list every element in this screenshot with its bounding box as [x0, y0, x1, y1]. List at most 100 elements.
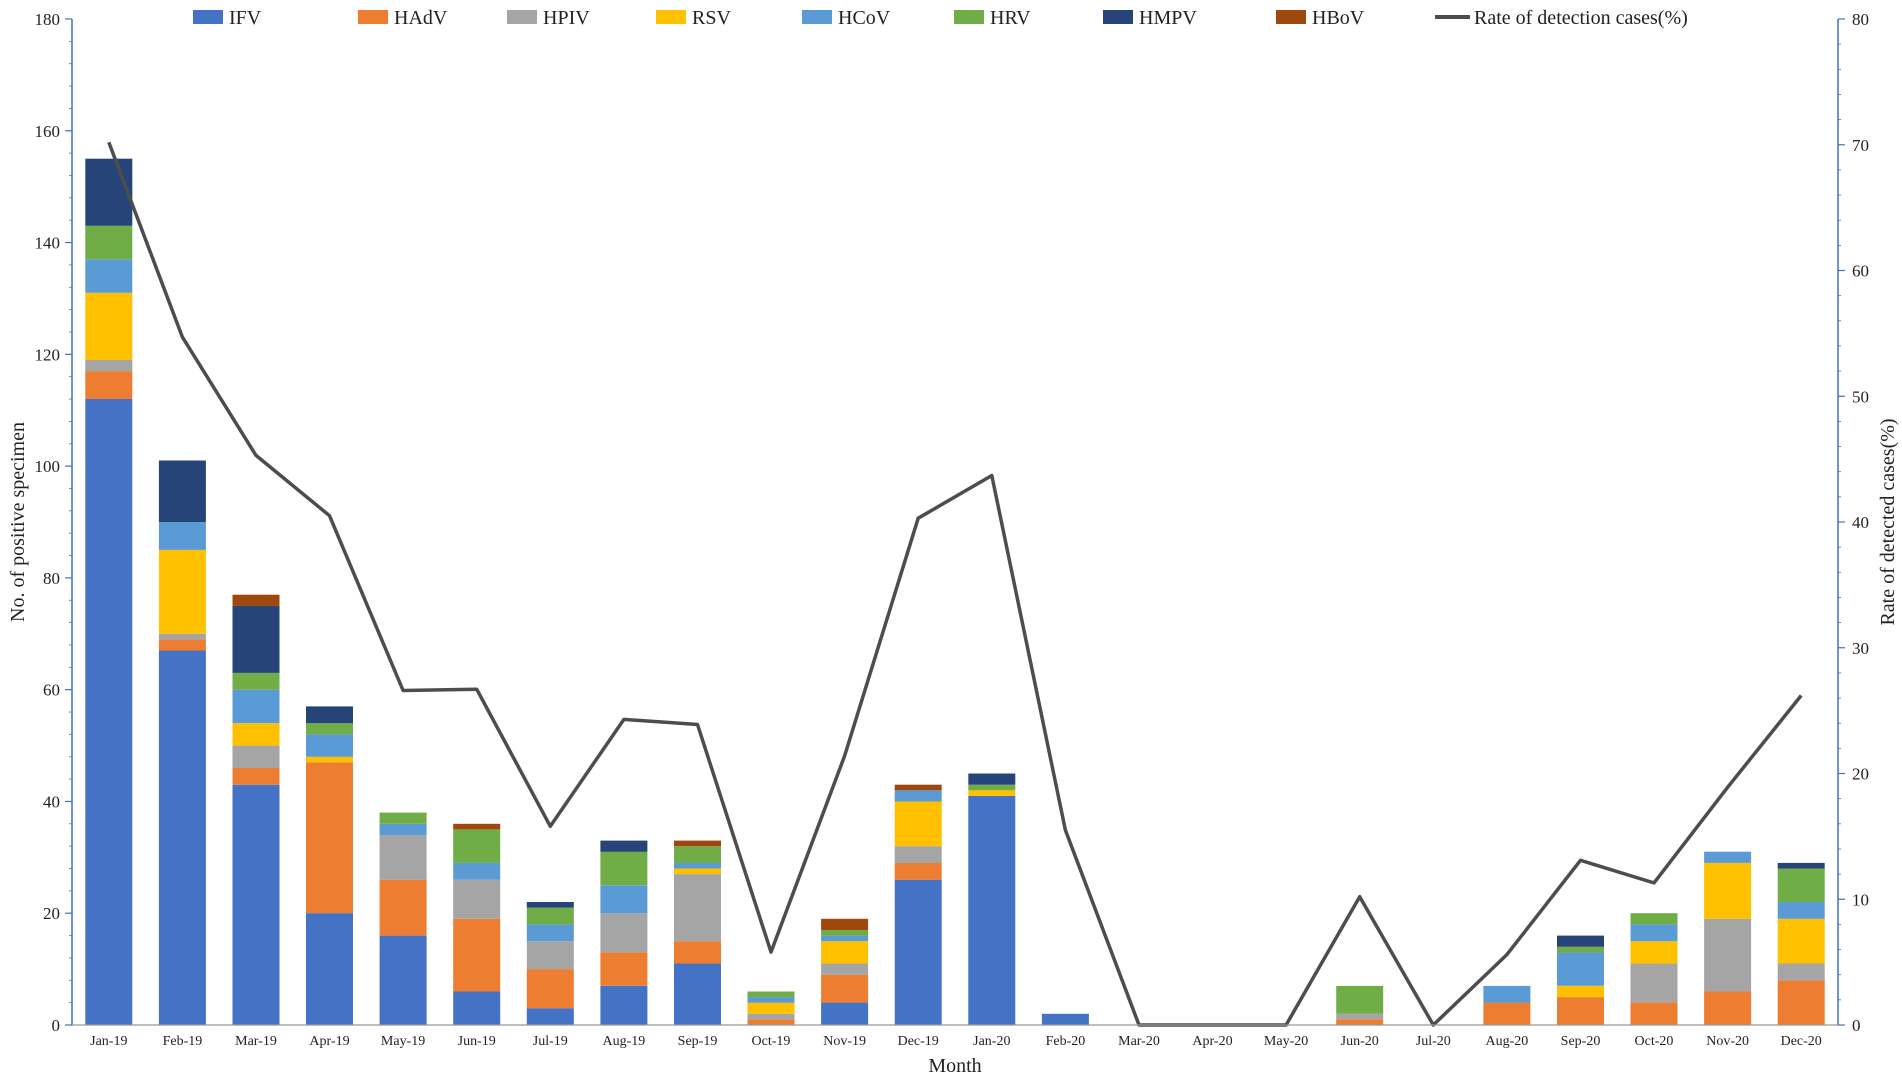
- y2-tick-label: 10: [1852, 890, 1869, 909]
- bar-ifv-aug-19: [600, 985, 648, 1025]
- bar-hcov-mar-19: [232, 689, 280, 724]
- x-tick-label: Mar-20: [1118, 1034, 1160, 1049]
- bar-hadv-aug-19: [600, 952, 648, 986]
- bar-ifv-dec-19: [894, 879, 942, 1025]
- legend-label-hpiv: HPIV: [543, 7, 590, 29]
- bar-rsv-nov-19: [821, 941, 869, 964]
- x-tick-label: Feb-19: [163, 1034, 203, 1049]
- x-tick-label: Oct-20: [1635, 1034, 1674, 1049]
- bar-rsv-sep-19: [674, 868, 721, 875]
- x-tick-label: Jan-20: [973, 1034, 1010, 1049]
- bar-hbov-jun-19: [453, 823, 501, 830]
- bar-hmpv-jan-20: [968, 773, 1016, 785]
- bar-hmpv-mar-19: [232, 605, 280, 673]
- bar-rsv-oct-20: [1630, 941, 1678, 964]
- x-tick-label: Mar-19: [235, 1034, 277, 1049]
- bar-ifv-mar-19: [232, 784, 280, 1025]
- x-tick-label: Dec-20: [1781, 1034, 1822, 1049]
- bar-hmpv-dec-20: [1777, 862, 1825, 869]
- bar-hpiv-jan-19: [85, 359, 133, 372]
- bar-hadv-feb-19: [158, 639, 206, 651]
- bar-ifv-jun-19: [453, 991, 501, 1025]
- bar-hpiv-dec-19: [894, 846, 942, 863]
- legend-label-hmpv: HMPV: [1139, 7, 1197, 29]
- legend-swatch-hmpv: [1103, 10, 1133, 24]
- x-tick-label: Jun-19: [458, 1034, 496, 1049]
- legend: IFV HAdV HPIV RSV HCoV HRV HMPV HBoV Rate of det…: [193, 7, 1688, 29]
- bar-hadv-oct-20: [1630, 1002, 1678, 1025]
- y2-tick-label: 20: [1852, 765, 1869, 784]
- bar-hadv-nov-20: [1704, 991, 1752, 1025]
- x-tick-label: Jul-19: [533, 1034, 568, 1049]
- rate-line-layer: [107, 141, 1803, 1027]
- bar-ifv-jan-20: [968, 795, 1016, 1025]
- bar-hadv-oct-19: [747, 1019, 795, 1025]
- bar-hrv-aug-19: [600, 851, 648, 886]
- bar-hbov-nov-19: [821, 918, 869, 930]
- bar-hpiv-jul-19: [526, 941, 574, 970]
- legend-label-hcov: HCoV: [838, 7, 891, 29]
- bar-hmpv-jul-19: [526, 902, 574, 908]
- x-axis-title: Month: [928, 1055, 981, 1077]
- legend-swatch-rsv: [656, 10, 686, 24]
- y-tick-label: 60: [43, 681, 60, 700]
- x-tick-label: Oct-19: [752, 1034, 791, 1049]
- bar-ifv-nov-19: [821, 1002, 869, 1025]
- bar-hrv-jun-19: [453, 829, 501, 863]
- bar-hmpv-aug-19: [600, 840, 648, 852]
- bar-hpiv-jun-20: [1336, 1013, 1384, 1020]
- bar-hrv-oct-20: [1630, 913, 1678, 925]
- bar-hrv-may-19: [379, 812, 427, 824]
- bar-hpiv-oct-19: [747, 1013, 795, 1020]
- bar-hpiv-jun-19: [453, 879, 501, 919]
- x-tick-label: Apr-19: [309, 1034, 349, 1049]
- y2-tick-label: 30: [1852, 639, 1869, 658]
- bar-rsv-nov-20: [1704, 862, 1752, 919]
- bar-hcov-dec-20: [1777, 902, 1825, 919]
- legend-swatch-ifv: [193, 10, 223, 24]
- bar-hadv-jun-19: [453, 918, 501, 992]
- bar-hadv-jun-20: [1336, 1019, 1384, 1025]
- bar-hpiv-dec-20: [1777, 963, 1825, 981]
- bars-layer: [85, 158, 1825, 1025]
- rate-line: [107, 141, 1803, 1027]
- bar-hrv-jun-20: [1336, 985, 1384, 1014]
- bar-hcov-sep-19: [674, 862, 721, 869]
- x-tick-label: Jun-20: [1341, 1034, 1379, 1049]
- bar-hbov-mar-19: [232, 594, 280, 606]
- bar-hcov-nov-19: [821, 935, 869, 942]
- bar-hcov-aug-20: [1483, 985, 1531, 1003]
- bar-hmpv-apr-19: [306, 706, 353, 724]
- bar-hadv-dec-19: [894, 862, 942, 880]
- bar-hcov-jun-19: [453, 862, 501, 880]
- legend-swatch-hadv: [358, 10, 388, 24]
- bar-hadv-dec-20: [1777, 980, 1825, 1025]
- legend-swatch-hrv: [954, 10, 984, 24]
- bar-hcov-oct-20: [1630, 924, 1678, 942]
- x-tick-label: May-19: [381, 1034, 425, 1049]
- x-tick-label: Feb-20: [1046, 1034, 1086, 1049]
- bar-hcov-aug-19: [600, 885, 648, 914]
- y-tick-label: 20: [43, 904, 60, 923]
- bar-hpiv-may-19: [379, 835, 427, 880]
- bar-hpiv-nov-20: [1704, 918, 1752, 992]
- x-tick-label: Apr-20: [1192, 1034, 1232, 1049]
- legend-label-hbov: HBoV: [1312, 7, 1365, 29]
- bar-hrv-sep-20: [1557, 946, 1604, 953]
- bar-rsv-jan-20: [968, 790, 1016, 796]
- y2-tick-label: 80: [1852, 10, 1869, 29]
- x-tick-label: May-20: [1264, 1034, 1308, 1049]
- bar-hcov-dec-19: [894, 790, 942, 802]
- bar-hcov-apr-19: [306, 734, 353, 757]
- y2-tick-label: 50: [1852, 387, 1869, 406]
- bar-hcov-jul-19: [526, 924, 574, 942]
- bar-hcov-may-19: [379, 823, 427, 835]
- bar-rsv-dec-20: [1777, 918, 1825, 964]
- bar-hcov-sep-20: [1557, 952, 1604, 986]
- legend-label-rate: Rate of detection cases(%): [1474, 7, 1688, 29]
- y-tick-label: 40: [43, 792, 60, 811]
- bar-hcov-jan-19: [85, 259, 133, 293]
- y-tick-label: 160: [35, 122, 61, 141]
- x-tick-label: Aug-19: [603, 1034, 646, 1049]
